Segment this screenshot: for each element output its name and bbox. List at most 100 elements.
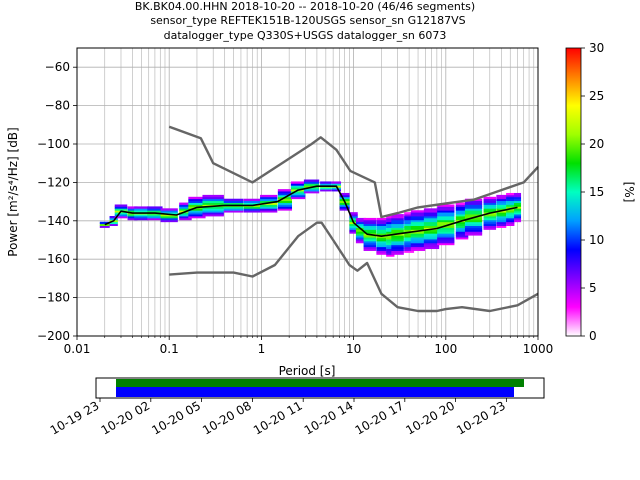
- density-cell: [376, 244, 387, 248]
- density-cell: [303, 179, 320, 182]
- density-cell: [277, 192, 293, 196]
- density-cell: [355, 235, 366, 238]
- density-cell: [303, 189, 320, 192]
- density-cell: [202, 212, 224, 215]
- density-cell: [423, 244, 440, 248]
- density-cell: [455, 204, 469, 207]
- density-cell: [277, 202, 293, 205]
- density-cell: [160, 214, 178, 217]
- density-cell: [303, 185, 320, 188]
- density-cell: [514, 208, 522, 211]
- density-cell: [423, 210, 440, 213]
- density-cell: [423, 235, 440, 238]
- density-cell: [391, 235, 404, 238]
- density-cell: [147, 216, 163, 219]
- density-cell: [376, 237, 387, 240]
- density-cell: [404, 248, 415, 251]
- density-cell: [188, 202, 206, 205]
- density-cell: [290, 194, 306, 198]
- density-cell: [339, 194, 350, 198]
- density-cell: [134, 216, 149, 219]
- density-cell: [355, 240, 366, 244]
- density-cell: [179, 204, 192, 207]
- density-cell: [506, 192, 515, 196]
- density-cell: [260, 210, 278, 213]
- density-cell: [483, 196, 497, 200]
- density-cell: [514, 192, 522, 196]
- x-tick-label: 100: [434, 342, 457, 356]
- colorbar-label: [%]: [622, 182, 636, 203]
- density-cell: [376, 240, 387, 244]
- density-cell: [331, 189, 342, 192]
- density-cell: [496, 223, 507, 226]
- density-cell: [349, 227, 358, 230]
- y-tick-label: −60: [45, 60, 70, 74]
- density-cell: [363, 237, 377, 240]
- density-cell: [386, 242, 395, 246]
- density-cell: [179, 217, 192, 221]
- density-cell: [363, 239, 377, 242]
- density-cell: [339, 192, 350, 196]
- density-cell: [363, 244, 377, 248]
- density-cell: [376, 242, 387, 246]
- density-cell: [147, 206, 163, 209]
- density-cell: [386, 225, 395, 228]
- colorbar-tick-label: 5: [589, 281, 597, 295]
- density-cell: [437, 225, 455, 228]
- density-cell: [386, 227, 395, 230]
- density-cell: [376, 248, 387, 251]
- density-cell: [363, 240, 377, 244]
- density-cell: [99, 225, 110, 228]
- colorbar-ticks: 0 5 10 15 20 25 30: [581, 41, 604, 343]
- density-cell: [496, 221, 507, 225]
- density-cell: [260, 204, 278, 207]
- density-cell: [506, 223, 515, 226]
- density-cell: [355, 221, 366, 225]
- low-noise-model-line: [169, 221, 539, 313]
- density-cell: [404, 229, 415, 232]
- density-cell: [483, 214, 497, 217]
- density-cell: [355, 233, 366, 236]
- density-cell: [349, 217, 358, 221]
- density-cell: [437, 219, 455, 223]
- density-cell: [404, 237, 415, 240]
- density-cell: [423, 239, 440, 242]
- density-cell: [391, 223, 404, 226]
- density-cell: [223, 210, 244, 213]
- density-cell: [339, 202, 350, 205]
- density-cell: [386, 237, 395, 240]
- density-cell: [506, 210, 515, 213]
- density-cell: [410, 246, 426, 250]
- density-cell: [386, 239, 395, 242]
- density-cell: [506, 196, 515, 200]
- density-cell: [179, 202, 192, 205]
- density-cell: [202, 206, 224, 209]
- density-cell: [464, 227, 483, 230]
- density-cell: [376, 223, 387, 226]
- density-cell: [243, 206, 262, 209]
- density-cell: [363, 221, 377, 225]
- x-tick-label: 1: [258, 342, 266, 356]
- density-cell: [188, 208, 206, 211]
- density-cell: [114, 204, 128, 207]
- ppsd-plot: 0.01 0.1 1 10 100 1000 −60 −80 −100 −120 −140 −160…: [6, 47, 553, 378]
- density-cell: [363, 246, 377, 250]
- density-cell: [455, 233, 469, 236]
- density-cell: [423, 217, 440, 221]
- density-cell: [410, 212, 426, 215]
- density-cell: [260, 194, 278, 198]
- colorbar-tick-label: 0: [589, 329, 597, 343]
- density-cell: [404, 223, 415, 226]
- density-cell: [188, 210, 206, 213]
- density-cell: [202, 210, 224, 213]
- density-cell: [483, 202, 497, 205]
- density-cell: [496, 219, 507, 223]
- density-cell: [437, 223, 455, 226]
- density-cell: [147, 210, 163, 213]
- density-cell: [496, 194, 507, 198]
- density-cell: [464, 225, 483, 228]
- density-cell: [160, 212, 178, 215]
- density-cell: [243, 202, 262, 205]
- density-cell: [349, 223, 358, 226]
- density-cell: [243, 200, 262, 203]
